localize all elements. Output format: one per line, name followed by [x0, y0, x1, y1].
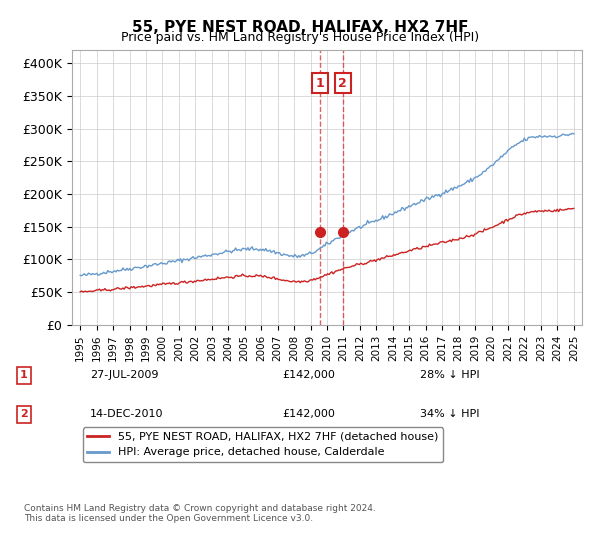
Text: £142,000: £142,000 [282, 409, 335, 419]
Text: 2: 2 [338, 77, 347, 90]
Text: 14-DEC-2010: 14-DEC-2010 [90, 409, 163, 419]
Text: £142,000: £142,000 [282, 370, 335, 380]
Text: 2: 2 [20, 409, 28, 419]
Text: 55, PYE NEST ROAD, HALIFAX, HX2 7HF: 55, PYE NEST ROAD, HALIFAX, HX2 7HF [132, 20, 468, 35]
Text: Contains HM Land Registry data © Crown copyright and database right 2024.
This d: Contains HM Land Registry data © Crown c… [24, 504, 376, 524]
Legend: 55, PYE NEST ROAD, HALIFAX, HX2 7HF (detached house), HPI: Average price, detach: 55, PYE NEST ROAD, HALIFAX, HX2 7HF (det… [83, 427, 443, 462]
Text: 28% ↓ HPI: 28% ↓ HPI [420, 370, 479, 380]
Text: 27-JUL-2009: 27-JUL-2009 [90, 370, 158, 380]
Text: 1: 1 [316, 77, 325, 90]
Text: 1: 1 [20, 370, 28, 380]
Text: Price paid vs. HM Land Registry's House Price Index (HPI): Price paid vs. HM Land Registry's House … [121, 31, 479, 44]
Text: 34% ↓ HPI: 34% ↓ HPI [420, 409, 479, 419]
